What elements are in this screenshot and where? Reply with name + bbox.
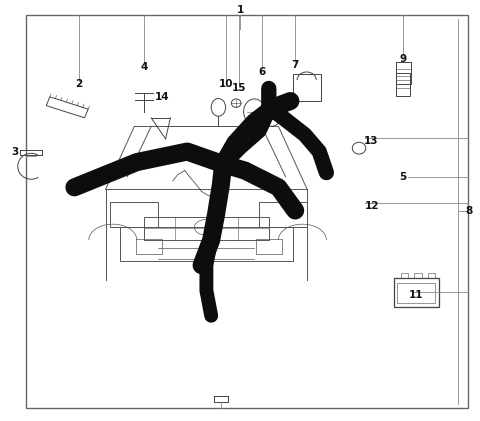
Bar: [110, 202, 158, 227]
Bar: [428, 273, 435, 278]
Text: 2: 2: [75, 79, 83, 89]
Bar: [396, 62, 411, 84]
Text: 8: 8: [466, 205, 473, 216]
Text: 12: 12: [365, 201, 379, 211]
Bar: [397, 283, 435, 303]
Text: 11: 11: [409, 290, 423, 300]
Text: 7: 7: [291, 60, 299, 70]
Text: 5: 5: [399, 172, 407, 182]
Bar: [401, 273, 408, 278]
Bar: [256, 239, 282, 253]
Bar: [414, 273, 422, 278]
Bar: [46, 97, 88, 118]
Text: 3: 3: [12, 147, 19, 157]
Bar: [120, 227, 293, 261]
Bar: [396, 72, 410, 96]
Text: 13: 13: [364, 136, 378, 146]
Bar: [394, 278, 439, 307]
Bar: [293, 74, 321, 101]
Text: 10: 10: [218, 79, 233, 89]
Text: 4: 4: [140, 62, 148, 72]
Text: 14: 14: [155, 92, 169, 102]
Text: 1: 1: [236, 5, 244, 15]
Bar: [259, 202, 307, 227]
Text: 15: 15: [232, 83, 246, 93]
Text: 9: 9: [400, 54, 407, 64]
Bar: [135, 239, 162, 253]
Bar: [144, 217, 269, 240]
Text: 6: 6: [258, 67, 265, 77]
